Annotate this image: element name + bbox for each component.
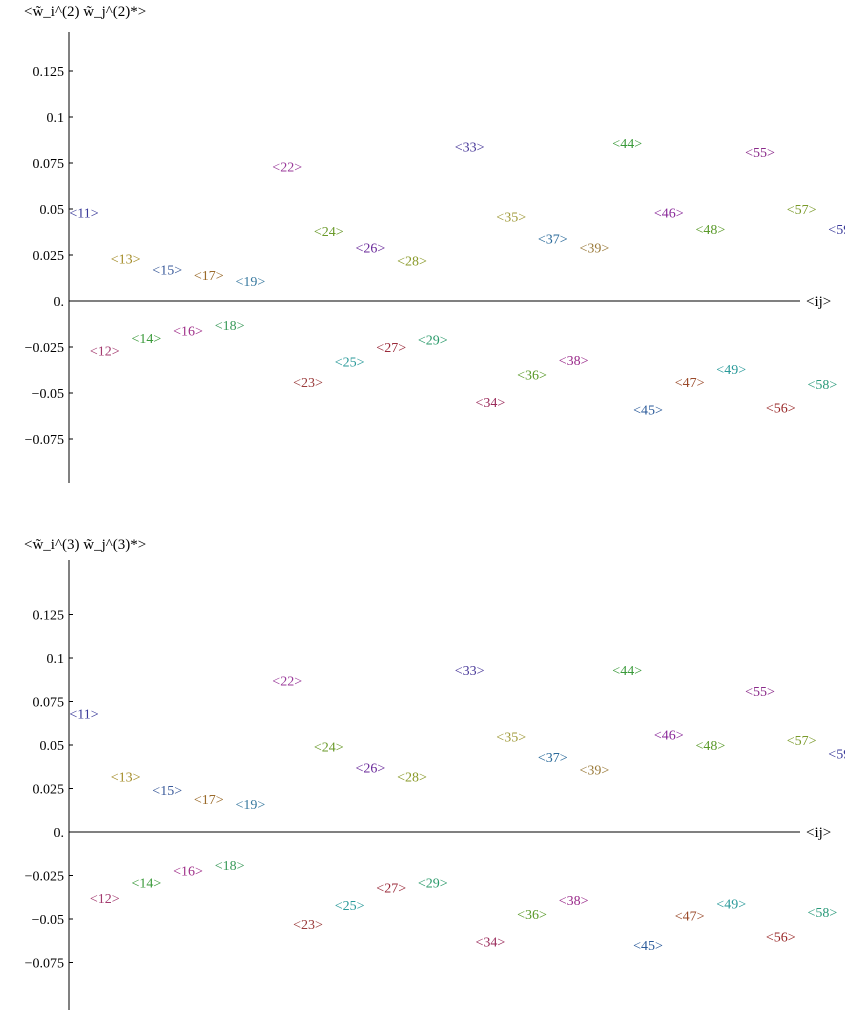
data-point-label: <28>	[397, 255, 427, 270]
data-point-label: <38>	[559, 354, 589, 369]
data-point-label: <35>	[496, 210, 526, 225]
data-point-label: <19>	[236, 275, 266, 290]
x-axis-title: <ij>	[806, 294, 831, 310]
y-tick-label: 0.	[54, 826, 65, 841]
data-point-label: <47>	[675, 376, 705, 391]
data-point-label: <48>	[696, 223, 726, 238]
y-tick-label: −0.025	[25, 341, 64, 356]
data-point-label: <28>	[397, 770, 427, 785]
data-point-label: <17>	[194, 269, 224, 284]
data-point-label: <11>	[69, 708, 98, 723]
data-point-label: <14>	[132, 332, 162, 347]
data-point-label: <38>	[559, 894, 589, 909]
data-point-label: <19>	[236, 798, 266, 813]
data-point-label: <14>	[132, 876, 162, 891]
data-point-label: <58>	[808, 378, 838, 393]
data-point-label: <49>	[716, 363, 746, 378]
data-point-label: <49>	[716, 897, 746, 912]
data-point-label: <46>	[654, 207, 684, 222]
data-point-label: <12>	[90, 892, 120, 907]
y-tick-label: 0.1	[47, 111, 65, 126]
y-tick-label: 0.075	[33, 696, 65, 711]
data-point-label: <17>	[194, 793, 224, 808]
y-tick-label: 0.125	[33, 65, 65, 80]
data-point-label: <18>	[215, 319, 245, 334]
y-tick-label: −0.075	[25, 433, 64, 448]
y-tick-label: 0.1	[47, 652, 65, 667]
y-tick-label: 0.075	[33, 157, 65, 172]
data-point-label: <55>	[745, 146, 775, 161]
data-point-label: <35>	[496, 730, 526, 745]
data-point-label: <29>	[418, 876, 448, 891]
data-point-label: <22>	[272, 675, 302, 690]
data-point-label: <36>	[517, 908, 547, 923]
data-point-label: <56>	[766, 930, 796, 945]
data-point-label: <24>	[314, 225, 344, 240]
data-point-label: <59>	[828, 223, 845, 238]
y-tick-label: 0.025	[33, 249, 65, 264]
data-point-label: <58>	[808, 906, 838, 921]
data-point-label: <13>	[111, 770, 141, 785]
data-point-label: <46>	[654, 729, 684, 744]
data-point-label: <25>	[335, 356, 365, 371]
data-point-label: <34>	[476, 936, 506, 951]
chart-panel-1: <w̃_i^(2) w̃_j^(2)*><ij>0.1250.10.0750.0…	[24, 4, 845, 483]
data-point-label: <45>	[633, 939, 663, 954]
data-point-label: <33>	[455, 140, 485, 155]
data-point-label: <37>	[538, 751, 568, 766]
y-tick-label: −0.025	[25, 870, 64, 885]
data-point-label: <33>	[455, 664, 485, 679]
y-tick-label: 0.	[54, 295, 65, 310]
y-axis-title: <w̃_i^(3) w̃_j^(3)*>	[24, 537, 146, 553]
y-axis-title: <w̃_i^(2) w̃_j^(2)*>	[24, 4, 146, 20]
data-point-label: <57>	[787, 734, 817, 749]
y-tick-label: 0.05	[40, 739, 65, 754]
x-axis-title: <ij>	[806, 825, 831, 841]
data-point-label: <25>	[335, 899, 365, 914]
data-point-label: <37>	[538, 232, 568, 247]
chart-panel-2: <w̃_i^(3) w̃_j^(3)*><ij>0.1250.10.0750.0…	[24, 537, 845, 1010]
data-point-label: <44>	[612, 664, 642, 679]
data-point-label: <39>	[580, 763, 610, 778]
data-point-label: <39>	[580, 242, 610, 257]
data-point-label: <47>	[675, 910, 705, 925]
data-point-label: <15>	[152, 264, 182, 279]
y-tick-label: −0.05	[32, 913, 64, 928]
data-point-label: <16>	[173, 324, 203, 339]
y-tick-label: 0.025	[33, 783, 65, 798]
data-point-label: <57>	[787, 203, 817, 218]
data-point-label: <13>	[111, 253, 141, 268]
y-tick-label: −0.075	[25, 957, 64, 972]
data-point-label: <16>	[173, 864, 203, 879]
y-tick-label: 0.05	[40, 203, 65, 218]
data-point-label: <27>	[376, 341, 406, 356]
y-tick-label: −0.05	[32, 387, 64, 402]
data-point-label: <12>	[90, 345, 120, 360]
data-point-label: <23>	[293, 376, 323, 391]
data-point-label: <26>	[356, 762, 386, 777]
data-point-label: <48>	[696, 739, 726, 754]
data-point-label: <27>	[376, 882, 406, 897]
data-point-label: <29>	[418, 334, 448, 349]
data-point-label: <22>	[272, 161, 302, 176]
data-point-label: <56>	[766, 402, 796, 417]
data-point-label: <59>	[828, 748, 845, 763]
data-point-label: <44>	[612, 137, 642, 152]
data-point-label: <18>	[215, 859, 245, 874]
data-point-label: <36>	[517, 369, 547, 384]
data-point-label: <26>	[356, 242, 386, 257]
data-point-label: <24>	[314, 741, 344, 756]
data-point-label: <45>	[633, 404, 663, 419]
data-point-label: <15>	[152, 784, 182, 799]
data-point-label: <11>	[69, 207, 98, 222]
data-point-label: <55>	[745, 685, 775, 700]
y-tick-label: 0.125	[33, 609, 65, 624]
data-point-label: <34>	[476, 396, 506, 411]
data-point-label: <23>	[293, 918, 323, 933]
